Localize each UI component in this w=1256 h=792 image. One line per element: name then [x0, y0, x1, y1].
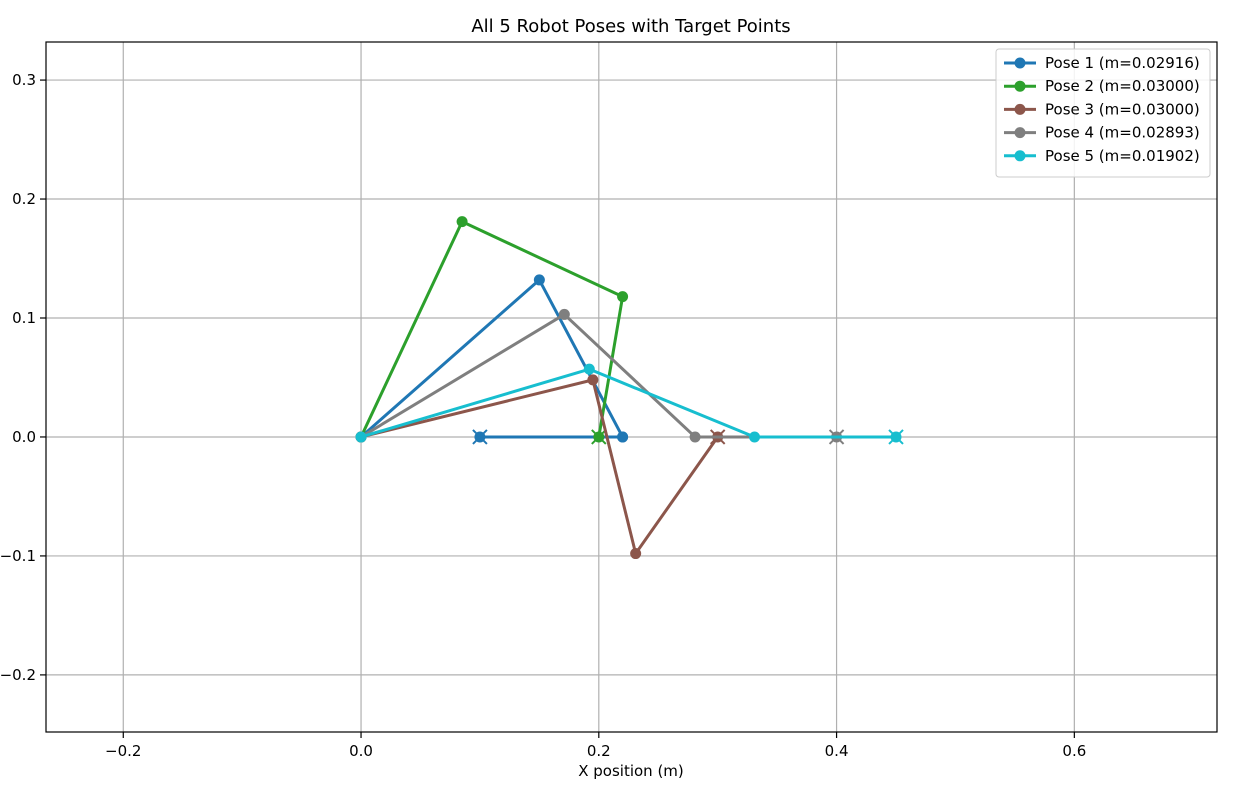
legend-entry-label: Pose 3 (m=0.03000): [1045, 100, 1200, 118]
x-tick-label: −0.2: [105, 742, 141, 760]
series-line-pose-3: [360, 378, 719, 556]
target-marker-pose-2: [591, 429, 607, 445]
y-tick-label: −0.2: [0, 666, 36, 684]
chart-title: All 5 Robot Poses with Target Points: [471, 16, 790, 37]
data-point: [617, 431, 629, 443]
legend-marker: [1014, 80, 1026, 92]
x-tick-label: 0.4: [825, 742, 849, 760]
y-tick-label: 0.1: [12, 309, 36, 327]
legend-entry-label: Pose 5 (m=0.01902): [1045, 147, 1200, 165]
legend-marker: [1014, 150, 1026, 162]
x-axis-ticks: −0.2 0.0 0.2 0.4 0.6: [105, 732, 1086, 760]
data-point: [456, 216, 468, 228]
y-tick-label: 0.2: [12, 190, 36, 208]
target-cross-stroke: [888, 429, 904, 445]
legend-box: [995, 48, 1211, 178]
y-tick-label: 0.0: [12, 428, 36, 446]
plot-frame: [45, 41, 1218, 733]
x-tick-label: 0.0: [349, 742, 373, 760]
legend-marker: [1014, 103, 1026, 115]
legend-marker: [1014, 57, 1026, 69]
target-marker-pose-5: [888, 429, 904, 445]
plot-series: [355, 216, 904, 560]
data-point: [617, 291, 629, 303]
y-tick-label: 0.3: [12, 71, 36, 89]
data-point: [583, 363, 595, 375]
data-point: [558, 308, 570, 320]
y-tick-label: −0.1: [0, 547, 36, 565]
legend-entry-label: Pose 2 (m=0.03000): [1045, 77, 1200, 95]
grid-lines: [46, 42, 1217, 732]
data-point: [355, 431, 367, 443]
legend-entry-label: Pose 4 (m=0.02893): [1045, 124, 1200, 142]
data-point: [533, 274, 545, 286]
x-axis-label: X position (m): [578, 762, 684, 780]
x-tick-label: 0.6: [1062, 742, 1086, 760]
data-point: [749, 431, 761, 443]
legend: Pose 1 (m=0.02916) Pose 2 (m=0.03000) Pose…: [995, 48, 1211, 178]
target-marker-pose-1: [472, 429, 488, 445]
legend-entry-label: Pose 1 (m=0.02916): [1045, 54, 1200, 72]
data-point: [630, 548, 642, 560]
series-line-pose-5: [360, 367, 897, 439]
x-tick-label: 0.2: [587, 742, 611, 760]
y-axis-ticks: −0.2 −0.1 0.0 0.1 0.2 0.3: [0, 71, 46, 684]
legend-marker: [1014, 127, 1026, 139]
target-cross-stroke: [472, 429, 488, 445]
target-cross-stroke: [591, 429, 607, 445]
data-point: [587, 374, 599, 386]
data-point: [689, 431, 701, 443]
series-line-pose-2: [359, 220, 625, 438]
